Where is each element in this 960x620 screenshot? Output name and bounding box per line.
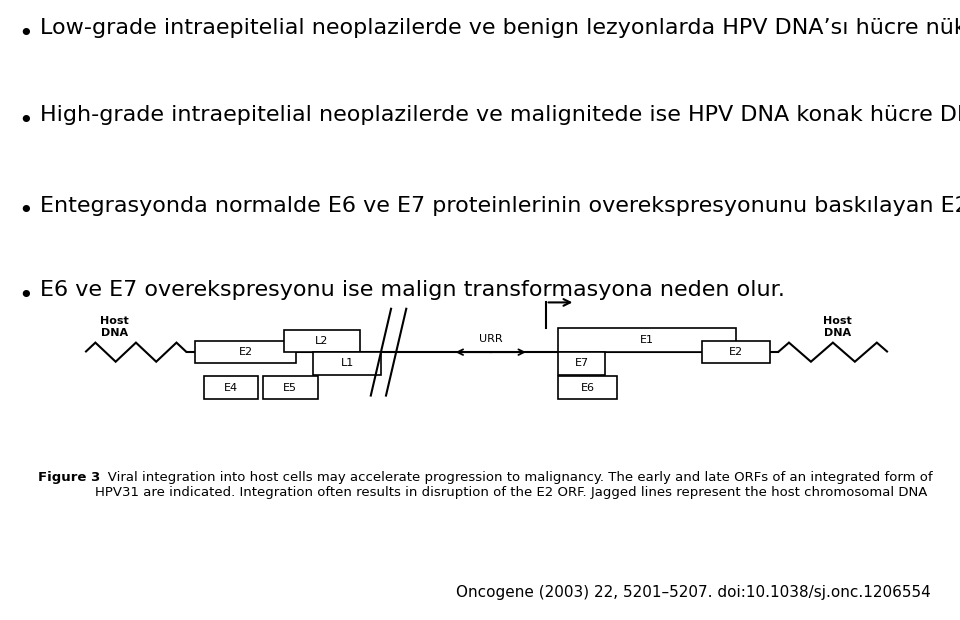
Text: High-grade intraepitelial neoplazilerde ve malignitede ise HPV DNA konak hücre D: High-grade intraepitelial neoplazilerde …	[40, 105, 960, 125]
Text: DNA: DNA	[824, 328, 851, 339]
Text: L2: L2	[315, 336, 328, 346]
Bar	[559, 376, 617, 399]
Text: DNA: DNA	[101, 328, 129, 339]
Text: E7: E7	[574, 358, 588, 368]
Text: Entegrasyonda normalde E6 ve E7 proteinlerinin overekspresyonunu baskılayan E2 g: Entegrasyonda normalde E6 ve E7 proteinl…	[40, 195, 960, 216]
Text: E2: E2	[239, 347, 252, 357]
Bar	[284, 330, 360, 352]
Text: E2: E2	[729, 347, 743, 357]
Bar	[559, 329, 735, 352]
Text: E4: E4	[224, 383, 238, 392]
Text: Host: Host	[101, 316, 130, 326]
Text: •: •	[18, 109, 33, 133]
Text: Oncogene (2003) 22, 5201–5207. doi:10.1038/sj.onc.1206554: Oncogene (2003) 22, 5201–5207. doi:10.10…	[456, 585, 931, 600]
Bar	[204, 376, 258, 399]
Bar	[559, 352, 605, 374]
Text: URR: URR	[479, 334, 503, 344]
Text: Figure 3: Figure 3	[38, 471, 101, 484]
Text: L1: L1	[341, 358, 354, 368]
Text: •: •	[18, 199, 33, 223]
Bar	[702, 341, 770, 363]
Text: •: •	[18, 22, 33, 46]
Text: •: •	[18, 284, 33, 308]
Text: E1: E1	[640, 335, 654, 345]
Text: Low-grade intraepitelial neoplazilerde ve benign lezyonlarda HPV DNA’sı hücre nü: Low-grade intraepitelial neoplazilerde v…	[40, 18, 960, 38]
Bar	[313, 352, 381, 374]
Text: E5: E5	[283, 383, 297, 392]
Text: E6 ve E7 overekspresyonu ise malign transformasyona neden olur.: E6 ve E7 overekspresyonu ise malign tran…	[40, 280, 785, 300]
Text: Viral integration into host cells may accelerate progression to malignancy. The : Viral integration into host cells may ac…	[95, 471, 932, 499]
Bar	[263, 376, 318, 399]
Bar	[195, 341, 297, 363]
Text: E6: E6	[581, 383, 595, 392]
Text: Host: Host	[823, 316, 852, 326]
